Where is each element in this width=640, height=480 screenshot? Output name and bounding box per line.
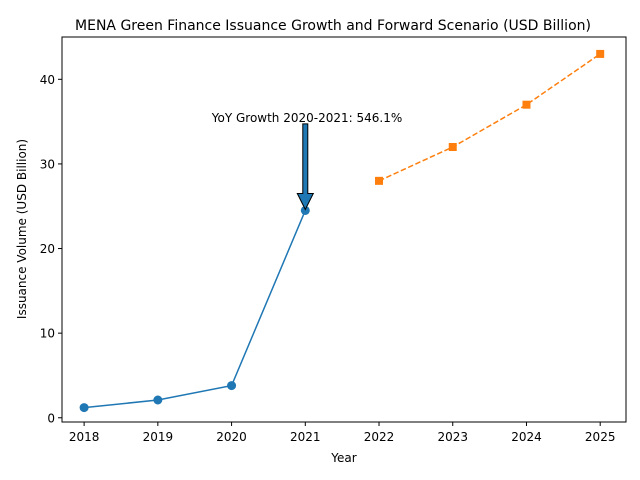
x-tick-label: 2024	[511, 430, 542, 444]
annotation-layer: YoY Growth 2020-2021: 546.1%	[211, 111, 403, 211]
y-tick-label: 40	[40, 73, 55, 87]
data-point	[79, 403, 89, 413]
y-tick-label: 30	[40, 157, 55, 171]
x-tick-label: 2025	[585, 430, 616, 444]
data-point	[227, 381, 237, 391]
data-point	[522, 100, 531, 109]
annotation-arrow	[296, 123, 315, 211]
x-axis-label: Year	[330, 451, 356, 465]
plot-frame	[61, 36, 627, 423]
data-point	[448, 143, 457, 151]
series-layer	[79, 49, 605, 413]
y-axis-label: Issuance Volume (USD Billion)	[15, 139, 29, 319]
growth-annotation: YoY Growth 2020-2021: 546.1%	[211, 111, 403, 125]
series-line-0	[84, 210, 306, 409]
chart-title: MENA Green Finance Issuance Growth and F…	[75, 18, 591, 34]
data-point	[153, 395, 163, 405]
y-tick-label: 10	[40, 327, 55, 341]
x-tick-label: 2020	[216, 430, 247, 444]
data-point	[596, 49, 605, 58]
x-tick-label: 2023	[437, 430, 468, 444]
x-tick-label: 2021	[290, 430, 321, 444]
x-tick-label: 2022	[364, 430, 395, 444]
x-axis: 2018 2019 2020 2021 2022 2023 2024 2025	[69, 422, 616, 444]
y-tick-label: 20	[40, 242, 55, 256]
y-tick-label: 0	[47, 411, 55, 425]
x-tick-label: 2019	[143, 430, 174, 444]
series-line-1	[378, 53, 601, 182]
y-axis: 0 10 20 30 40	[40, 73, 62, 425]
x-tick-label: 2018	[69, 430, 100, 444]
data-point	[375, 176, 384, 185]
